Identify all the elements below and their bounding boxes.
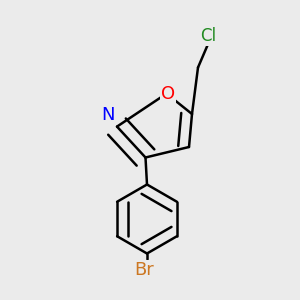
Text: O: O: [161, 85, 175, 103]
Text: N: N: [101, 106, 115, 124]
Text: Br: Br: [134, 261, 154, 279]
Text: Cl: Cl: [200, 27, 217, 45]
